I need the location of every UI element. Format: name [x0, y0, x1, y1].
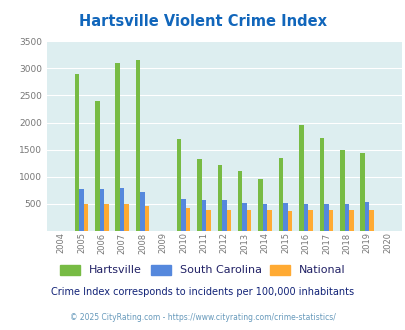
Bar — [83, 204, 88, 231]
Bar — [348, 211, 353, 231]
Text: Crime Index corresponds to incidents per 100,000 inhabitants: Crime Index corresponds to incidents per… — [51, 287, 354, 297]
Bar — [319, 138, 323, 231]
Bar — [262, 204, 267, 231]
Bar — [246, 211, 251, 231]
Bar — [369, 210, 373, 231]
Bar — [75, 74, 79, 231]
Bar — [226, 210, 230, 231]
Bar — [115, 63, 120, 231]
Bar — [283, 203, 287, 231]
Bar — [278, 158, 283, 231]
Bar — [344, 204, 348, 231]
Bar — [95, 101, 99, 231]
Bar — [360, 153, 364, 231]
Bar — [307, 210, 312, 231]
Bar — [120, 188, 124, 231]
Bar — [267, 211, 271, 231]
Bar — [339, 150, 344, 231]
Bar — [176, 139, 181, 231]
Bar — [328, 210, 333, 231]
Bar — [323, 204, 328, 231]
Bar — [185, 208, 190, 231]
Bar — [206, 210, 210, 231]
Bar — [298, 125, 303, 231]
Bar — [237, 171, 242, 231]
Bar — [287, 211, 292, 231]
Bar — [99, 189, 104, 231]
Bar — [104, 204, 108, 231]
Bar — [136, 60, 140, 231]
Text: Hartsville Violent Crime Index: Hartsville Violent Crime Index — [79, 14, 326, 29]
Text: © 2025 CityRating.com - https://www.cityrating.com/crime-statistics/: © 2025 CityRating.com - https://www.city… — [70, 313, 335, 322]
Bar — [181, 199, 185, 231]
Legend: Hartsville, South Carolina, National: Hartsville, South Carolina, National — [57, 261, 348, 279]
Bar — [242, 203, 246, 231]
Bar — [201, 200, 206, 231]
Bar — [124, 204, 129, 231]
Bar — [364, 202, 369, 231]
Bar — [217, 165, 222, 231]
Bar — [303, 204, 307, 231]
Bar — [258, 180, 262, 231]
Bar — [140, 192, 145, 231]
Bar — [222, 200, 226, 231]
Bar — [79, 189, 83, 231]
Bar — [197, 159, 201, 231]
Bar — [145, 206, 149, 231]
